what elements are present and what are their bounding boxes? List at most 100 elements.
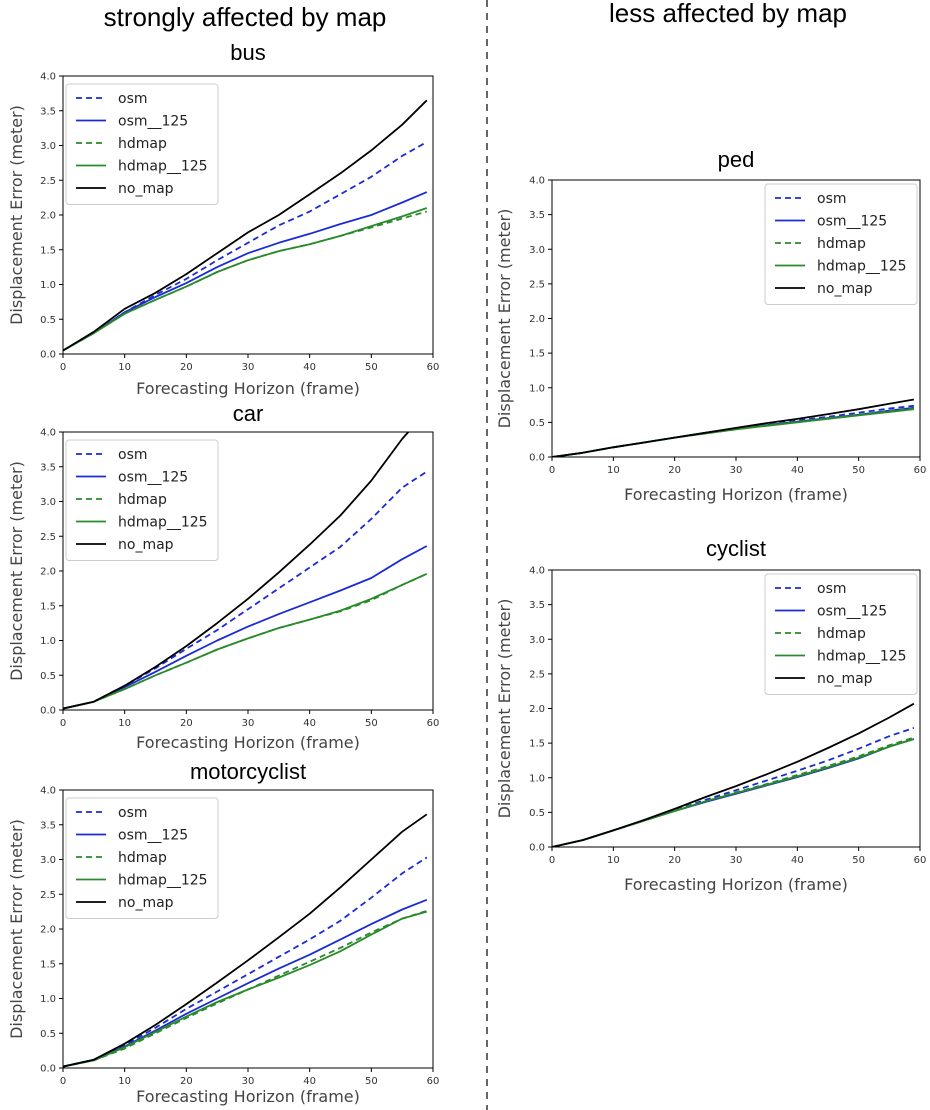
y-tick-label: 0.5 <box>529 808 545 819</box>
chart-cyclist: cyclist 0 10 20 30 40 50 60 0.0 0.5 1.0 1.5 2.0 2.5 3.… <box>495 536 926 894</box>
chart-title: cyclist <box>706 536 766 561</box>
x-tick-label: 40 <box>791 855 804 866</box>
x-tick-label: 10 <box>607 465 620 476</box>
x-tick-label: 20 <box>180 1076 193 1087</box>
legend-label-hdmap__125: hdmap__125 <box>817 259 907 275</box>
y-axis-label: Displacement Error (meter) <box>495 209 514 429</box>
series-line-osm <box>63 470 428 710</box>
y-tick-label: 1.0 <box>40 280 56 291</box>
x-tick-label: 20 <box>180 362 193 373</box>
series-line-hdmap__125 <box>552 408 915 457</box>
x-axis-label: Forecasting Horizon (frame) <box>136 379 360 398</box>
y-tick-label: 3.5 <box>529 210 545 221</box>
x-tick-label: 40 <box>303 1076 316 1087</box>
legend-label-no_map: no_map <box>817 671 873 687</box>
legend-label-osm: osm <box>118 805 148 821</box>
y-tick-label: 2.0 <box>40 211 56 222</box>
legend-label-hdmap__125: hdmap__125 <box>817 649 907 665</box>
chart-title: bus <box>230 40 265 65</box>
x-tick-label: 50 <box>365 718 378 729</box>
charts-layer: bus 0 10 20 30 40 50 60 0.0 0.5 1.0 1.5 2.0 2.5 3.0 3.5… <box>7 40 926 1106</box>
legend-label-osm__125: osm__125 <box>817 214 887 230</box>
y-tick-label: 3.5 <box>40 820 56 831</box>
x-tick-label: 0 <box>549 855 555 866</box>
y-tick-label: 3.5 <box>40 106 56 117</box>
legend-label-hdmap__125: hdmap__125 <box>118 159 208 175</box>
series-line-hdmap__125 <box>63 207 428 352</box>
x-tick-label: 10 <box>118 362 131 373</box>
y-tick-label: 3.5 <box>529 600 545 611</box>
y-tick-label: 0.0 <box>40 706 56 717</box>
series-line-hdmap__125 <box>63 910 428 1068</box>
y-tick-label: 3.0 <box>40 497 56 508</box>
y-tick-label: 3.0 <box>529 635 545 646</box>
y-tick-label: 2.5 <box>529 669 545 680</box>
y-axis-label: Displacement Error (meter) <box>7 819 26 1039</box>
series-line-hdmap <box>63 210 428 352</box>
x-tick-label: 0 <box>60 718 66 729</box>
x-tick-label: 60 <box>427 362 440 373</box>
y-tick-label: 0.0 <box>529 453 545 464</box>
y-tick-label: 1.0 <box>40 636 56 647</box>
left-header: strongly affected by map <box>104 2 387 32</box>
x-tick-label: 30 <box>242 1076 255 1087</box>
series-line-osm <box>63 856 428 1068</box>
legend-label-osm__125: osm__125 <box>118 828 188 844</box>
legend-label-osm: osm <box>118 91 148 107</box>
legend-box <box>65 797 219 919</box>
x-tick-label: 40 <box>303 718 316 729</box>
x-tick-label: 50 <box>365 362 378 373</box>
legend-label-hdmap: hdmap <box>118 850 167 866</box>
series-line-osm__125 <box>63 545 428 710</box>
x-tick-label: 20 <box>668 465 681 476</box>
x-axis-label: Forecasting Horizon (frame) <box>624 485 848 504</box>
x-tick-label: 60 <box>427 718 440 729</box>
x-tick-label: 50 <box>852 855 865 866</box>
y-tick-label: 0.0 <box>40 350 56 361</box>
legend-box <box>65 439 219 561</box>
y-tick-label: 4.0 <box>40 428 56 439</box>
x-tick-label: 30 <box>730 855 743 866</box>
chart-title: ped <box>718 147 755 172</box>
y-tick-label: 2.0 <box>40 925 56 936</box>
series-line-hdmap <box>552 736 915 847</box>
y-tick-label: 4.0 <box>40 786 56 797</box>
series-line-no_map <box>552 702 915 847</box>
legend-label-osm: osm <box>817 581 847 597</box>
legend-label-hdmap: hdmap <box>817 626 866 642</box>
x-tick-label: 60 <box>914 465 927 476</box>
y-axis-label: Displacement Error (meter) <box>495 599 514 819</box>
legend-label-osm__125: osm__125 <box>118 470 188 486</box>
y-tick-label: 0.5 <box>40 315 56 326</box>
x-tick-label: 50 <box>365 1076 378 1087</box>
y-tick-label: 2.0 <box>40 567 56 578</box>
y-tick-label: 2.5 <box>40 890 56 901</box>
y-tick-label: 4.0 <box>40 72 56 83</box>
series-line-no_map <box>552 398 915 457</box>
legend-label-no_map: no_map <box>118 181 174 197</box>
right-header: less affected by map <box>609 0 847 28</box>
x-tick-label: 0 <box>549 465 555 476</box>
series-line-no_map <box>63 432 410 710</box>
y-tick-label: 3.0 <box>529 245 545 256</box>
x-tick-label: 10 <box>607 855 620 866</box>
y-tick-label: 0.0 <box>40 1064 56 1075</box>
legend-box <box>764 183 918 305</box>
legend-label-hdmap: hdmap <box>118 136 167 152</box>
x-tick-label: 30 <box>242 718 255 729</box>
y-tick-label: 2.0 <box>529 704 545 715</box>
y-tick-label: 1.5 <box>40 245 56 256</box>
chart-bus: bus 0 10 20 30 40 50 60 0.0 0.5 1.0 1.5 2.0 2.5 3.0 3.5… <box>7 40 439 398</box>
x-tick-label: 20 <box>180 718 193 729</box>
series-line-osm__125 <box>63 191 428 352</box>
x-tick-label: 60 <box>427 1076 440 1087</box>
x-tick-label: 20 <box>668 855 681 866</box>
y-tick-label: 0.5 <box>529 418 545 429</box>
x-tick-label: 30 <box>730 465 743 476</box>
legend-label-osm__125: osm__125 <box>118 114 188 130</box>
y-tick-label: 1.0 <box>40 994 56 1005</box>
